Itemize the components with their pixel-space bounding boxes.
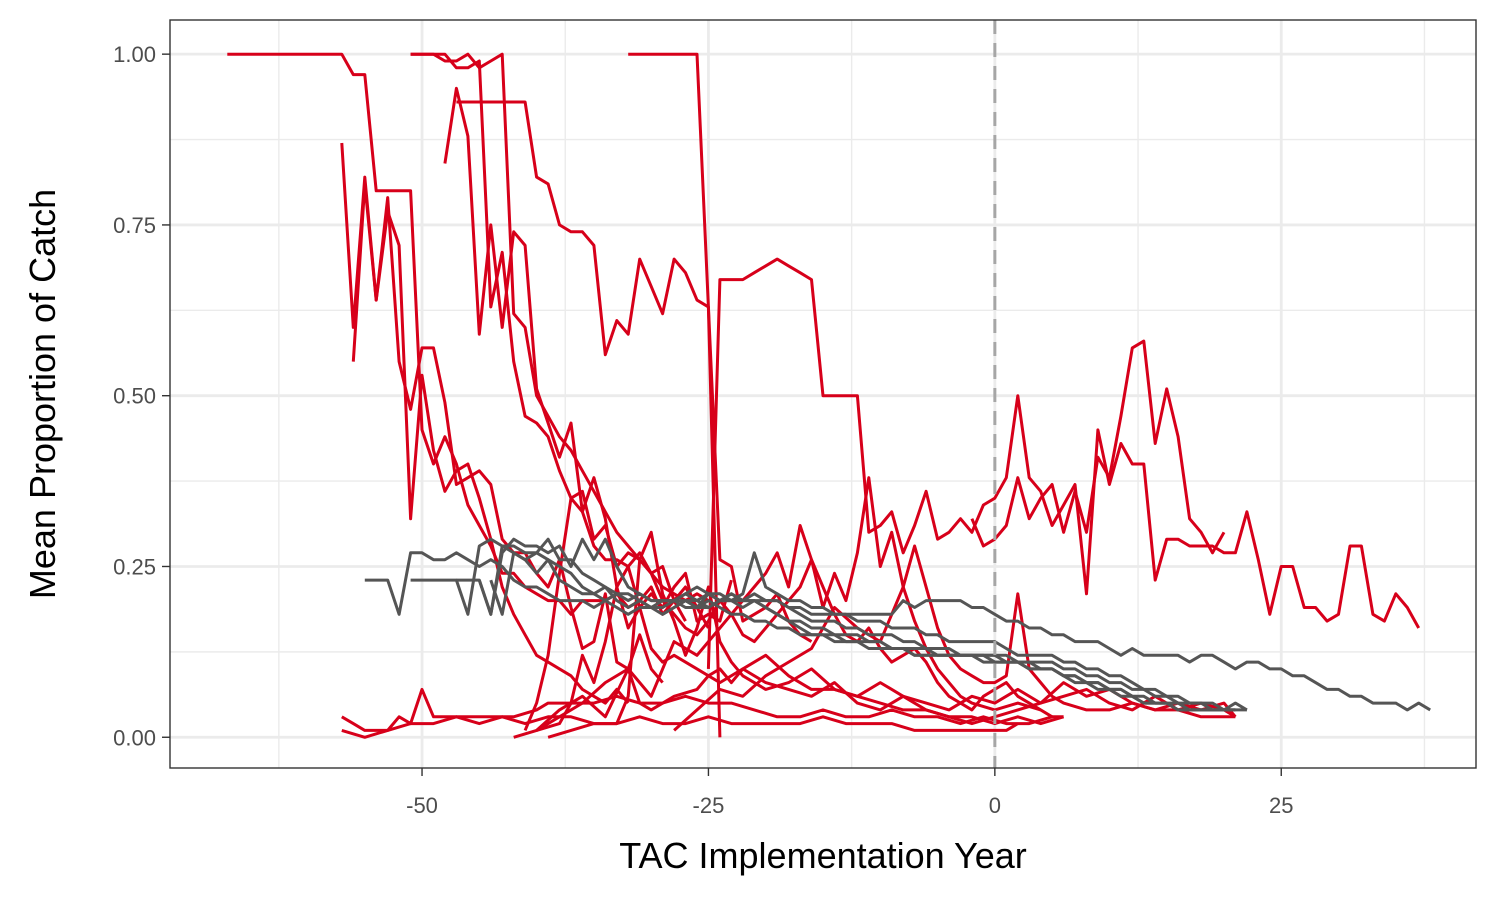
y-tick-label: 0.75 [113, 213, 156, 238]
y-axis: 0.00 0.25 0.50 0.75 1.00 [113, 42, 170, 750]
series-lines [227, 52, 1431, 739]
series-line-red-12 [513, 653, 1065, 739]
x-tick-label: -50 [406, 793, 438, 818]
x-axis-title: TAC Implementation Year [619, 835, 1027, 876]
y-tick-label: 0.00 [113, 725, 156, 750]
y-tick-label: 0.50 [113, 384, 156, 409]
series-line-gray-21 [477, 537, 1236, 712]
y-tick-label: 0.25 [113, 554, 156, 579]
x-axis: -50 -25 0 25 [406, 768, 1293, 818]
y-tick-label: 1.00 [113, 42, 156, 67]
series-line-red-11 [341, 715, 1019, 739]
series-line-red-9 [970, 339, 1226, 555]
plot-border [169, 19, 1477, 769]
x-tick-label: -25 [693, 793, 725, 818]
series-line-red-15 [535, 476, 1042, 732]
series-line-red-14 [547, 530, 1237, 739]
series-line-red-17 [673, 544, 1236, 732]
series-line-red-8 [706, 257, 1421, 669]
x-tick-label: 0 [989, 793, 1001, 818]
series-line-gray-20 [456, 537, 1224, 712]
x-tick-label: 25 [1269, 793, 1293, 818]
series-line-red-5 [443, 86, 733, 623]
series-line-gray-22 [489, 551, 1236, 712]
series-line-gray-18 [364, 551, 1247, 712]
y-axis-title: Mean Proportion of Catch [22, 189, 63, 599]
series-line-red-6 [456, 100, 813, 643]
series-line-gray-23 [661, 592, 1431, 712]
minor-gridlines [170, 20, 1476, 768]
